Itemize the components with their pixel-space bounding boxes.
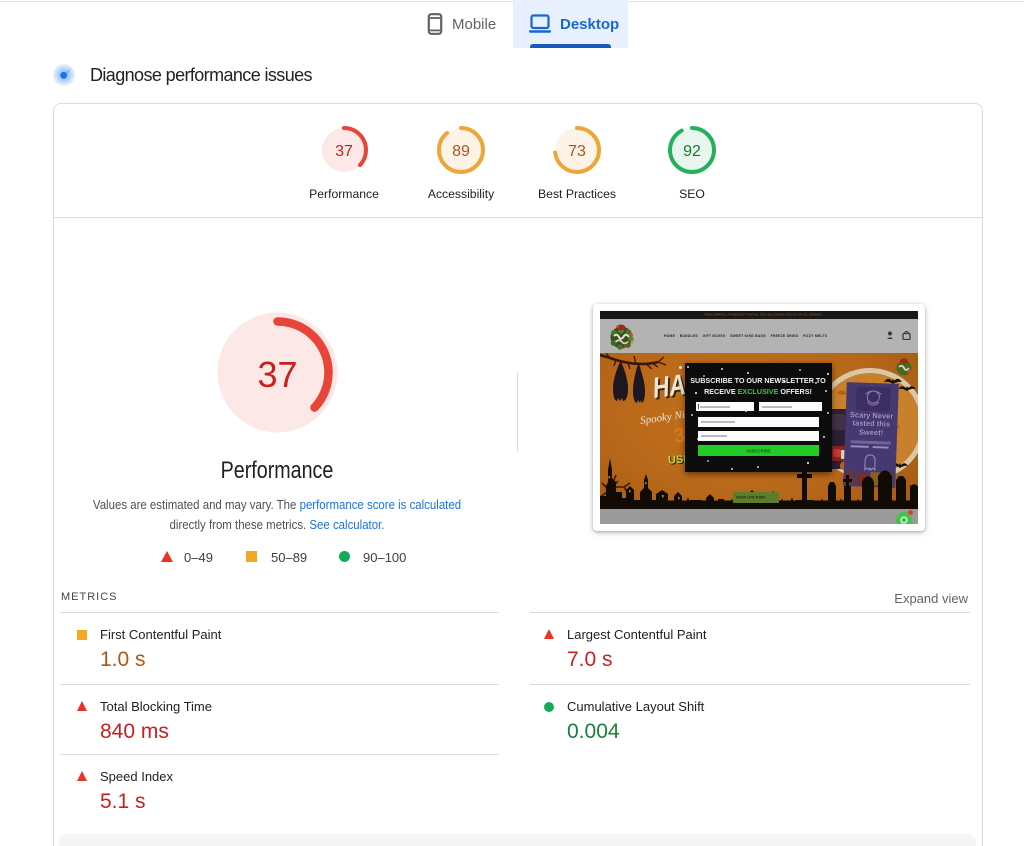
svg-text:37: 37 <box>257 354 297 395</box>
svg-text:73: 73 <box>568 143 586 160</box>
svg-text:37: 37 <box>335 143 353 160</box>
svg-text:89: 89 <box>452 143 470 160</box>
svg-text:92: 92 <box>683 143 701 160</box>
